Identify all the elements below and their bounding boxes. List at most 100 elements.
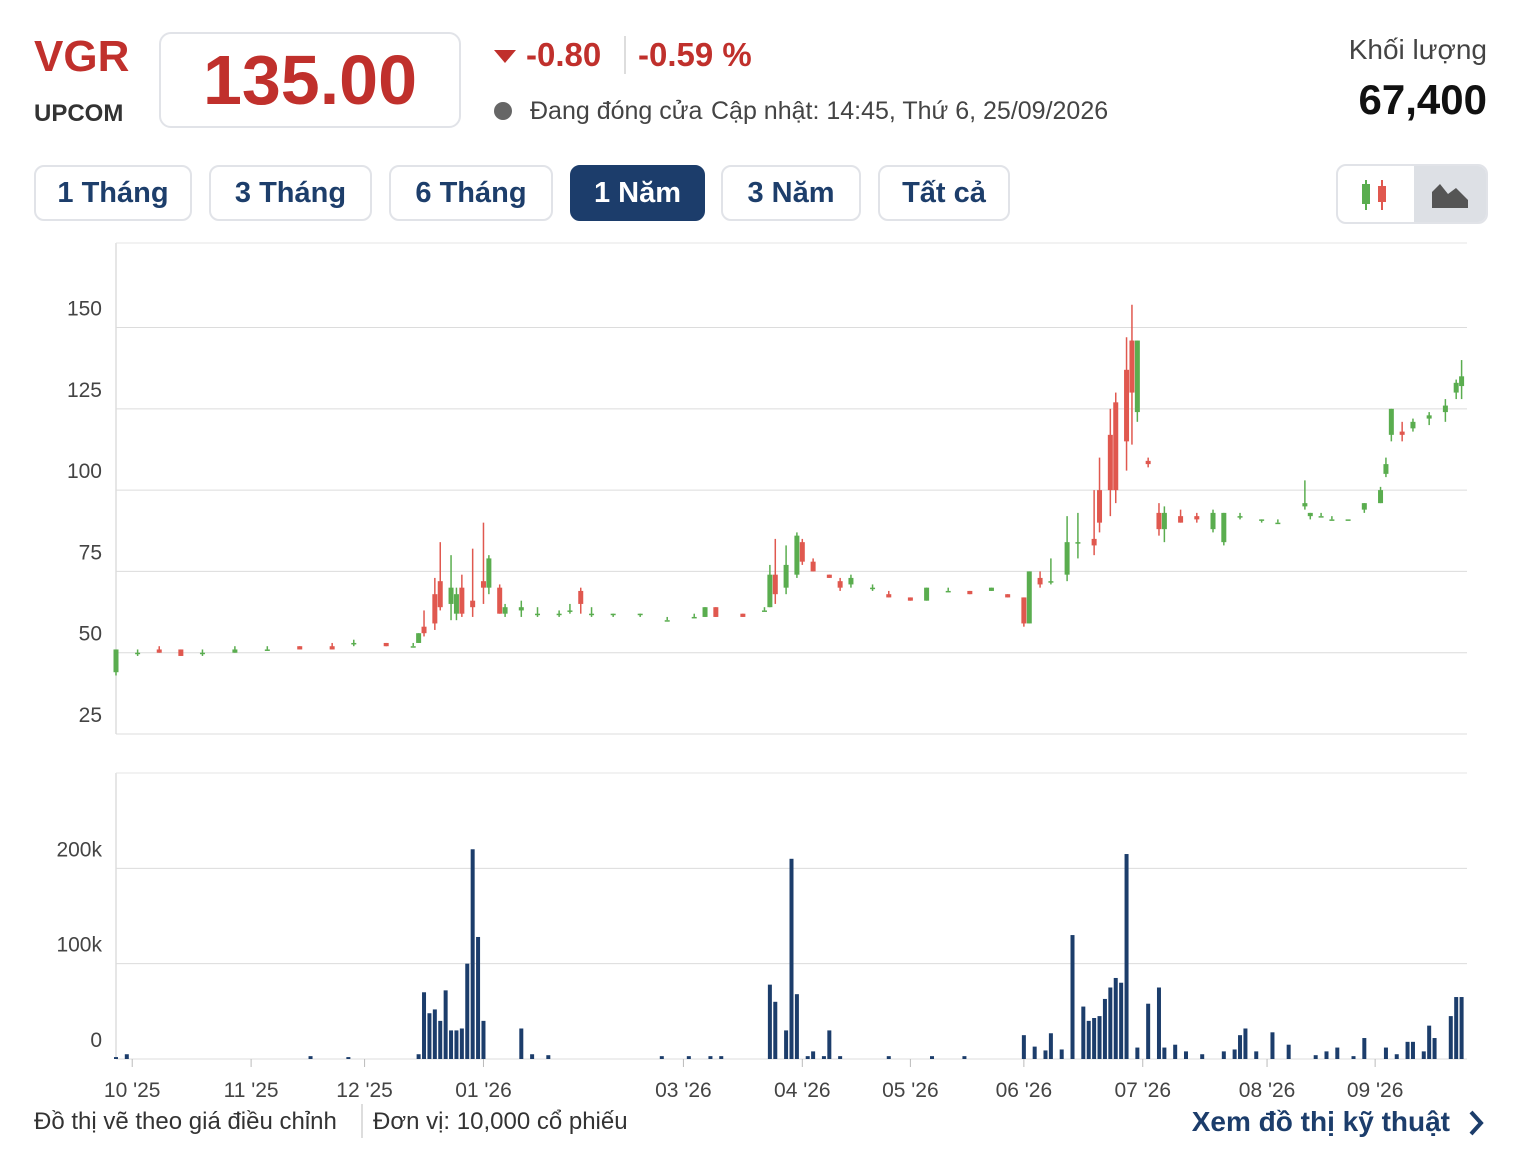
divider xyxy=(624,36,626,74)
candle-body xyxy=(1107,434,1113,491)
candle-body xyxy=(578,590,584,604)
volume-bar xyxy=(1270,1032,1275,1059)
candle-body xyxy=(535,613,541,616)
change-percent: -0.59 % xyxy=(638,36,752,73)
x-tick-label: 03 '26 xyxy=(655,1079,712,1100)
technical-link[interactable]: Xem đồ thị kỹ thuật xyxy=(1191,1106,1450,1137)
volume-bar xyxy=(767,984,772,1059)
volume-bar xyxy=(1162,1047,1167,1059)
tab[interactable]: 1 Năm xyxy=(570,165,705,221)
candle-body xyxy=(178,649,184,656)
volume: 67,400 xyxy=(1358,76,1487,123)
volume-bar xyxy=(805,1056,810,1059)
volume-bar xyxy=(962,1056,967,1059)
candle-body xyxy=(740,613,746,617)
candle-body xyxy=(988,587,994,591)
candle-body xyxy=(1388,408,1394,435)
volume-bar xyxy=(308,1056,313,1059)
volume-bar xyxy=(1454,997,1459,1059)
volume-bar xyxy=(427,1013,432,1059)
tab[interactable]: Tất cả xyxy=(878,165,1010,221)
candle-body xyxy=(416,633,422,643)
x-tick-label: 01 '26 xyxy=(455,1079,512,1100)
candle-body xyxy=(518,607,524,611)
volume-bar xyxy=(1059,1049,1064,1059)
footnote: Đồ thị vẽ theo giá điều chỉnh xyxy=(34,1108,337,1135)
volume-bar xyxy=(784,1030,789,1059)
volume-bar xyxy=(346,1057,351,1059)
volume-bar xyxy=(481,1020,486,1059)
volume-bar xyxy=(719,1056,724,1059)
tab[interactable]: 1 Tháng xyxy=(34,165,192,221)
candle-body xyxy=(664,620,670,622)
candle-body xyxy=(113,649,119,673)
volume-bar xyxy=(416,1054,421,1059)
candle-body xyxy=(924,587,930,601)
candle-body xyxy=(1459,376,1465,387)
tab[interactable]: 3 Tháng xyxy=(209,165,372,221)
chart-type-toggle xyxy=(1336,164,1488,224)
candle-body xyxy=(470,600,476,608)
candle-body xyxy=(383,642,389,647)
volume-bar xyxy=(1405,1041,1410,1059)
candle-body xyxy=(556,613,562,616)
volume-bar xyxy=(1335,1047,1340,1059)
volume-bar xyxy=(1421,1051,1426,1059)
candle-body xyxy=(1426,415,1432,419)
volume-label: Khối lượng xyxy=(1348,34,1487,65)
candle-body xyxy=(1037,577,1043,585)
volume-bar xyxy=(1238,1035,1243,1059)
volume-bar xyxy=(1183,1051,1188,1059)
candle-body xyxy=(1210,512,1216,530)
volume-bar xyxy=(827,1030,832,1059)
y-tick-label: 100k xyxy=(56,934,102,957)
candle-body xyxy=(967,590,973,595)
candle-body xyxy=(1399,431,1405,435)
volume-bar xyxy=(476,936,481,1059)
candle-body xyxy=(1064,542,1070,575)
candle-body xyxy=(410,646,416,648)
volume-bar xyxy=(432,1009,437,1059)
volume-bar xyxy=(1097,1016,1102,1059)
candle-body xyxy=(432,594,438,624)
volume-bar xyxy=(443,990,448,1059)
volume-bar xyxy=(438,1020,443,1059)
volume-bar xyxy=(773,1001,778,1059)
volume-bar xyxy=(1383,1047,1388,1059)
volume-bar xyxy=(1448,1016,1453,1059)
candle-body xyxy=(135,652,141,655)
candle-body xyxy=(1237,516,1243,518)
candle-body xyxy=(713,607,719,617)
candle-body xyxy=(232,649,238,653)
volume-bar xyxy=(1043,1050,1048,1059)
candle-body xyxy=(1113,402,1119,491)
candle-body xyxy=(1097,490,1103,523)
y-tick-label: 200k xyxy=(56,838,102,861)
tab[interactable]: 3 Năm xyxy=(721,165,861,221)
x-tick-label: 09 '26 xyxy=(1347,1079,1404,1100)
volume-bar xyxy=(1313,1055,1318,1059)
candle-body xyxy=(1075,542,1081,544)
tab[interactable]: 6 Tháng xyxy=(389,165,553,221)
volume-bar xyxy=(1221,1051,1226,1059)
candle-body xyxy=(1091,538,1097,546)
chevron[interactable] xyxy=(1466,1108,1486,1138)
candle-body xyxy=(199,652,205,655)
toggle-icons[interactable] xyxy=(1338,166,1488,224)
candle-body xyxy=(497,587,503,614)
volume-bar xyxy=(1135,1047,1140,1059)
candle-body xyxy=(1318,516,1324,518)
candle-body xyxy=(826,574,832,578)
candle-body xyxy=(1021,597,1027,624)
candle-body xyxy=(1383,464,1389,474)
candle-body xyxy=(1156,512,1162,530)
candle-body xyxy=(761,610,767,612)
candle-body xyxy=(1410,421,1416,429)
volume-bar xyxy=(1124,854,1129,1059)
volume-bar xyxy=(465,963,470,1059)
candle-body xyxy=(772,574,778,595)
candle-body xyxy=(1129,340,1135,393)
x-tick-label: 10 '25 xyxy=(104,1079,161,1100)
volume-bar xyxy=(1146,1003,1151,1059)
x-tick-label: 08 '26 xyxy=(1239,1079,1296,1100)
